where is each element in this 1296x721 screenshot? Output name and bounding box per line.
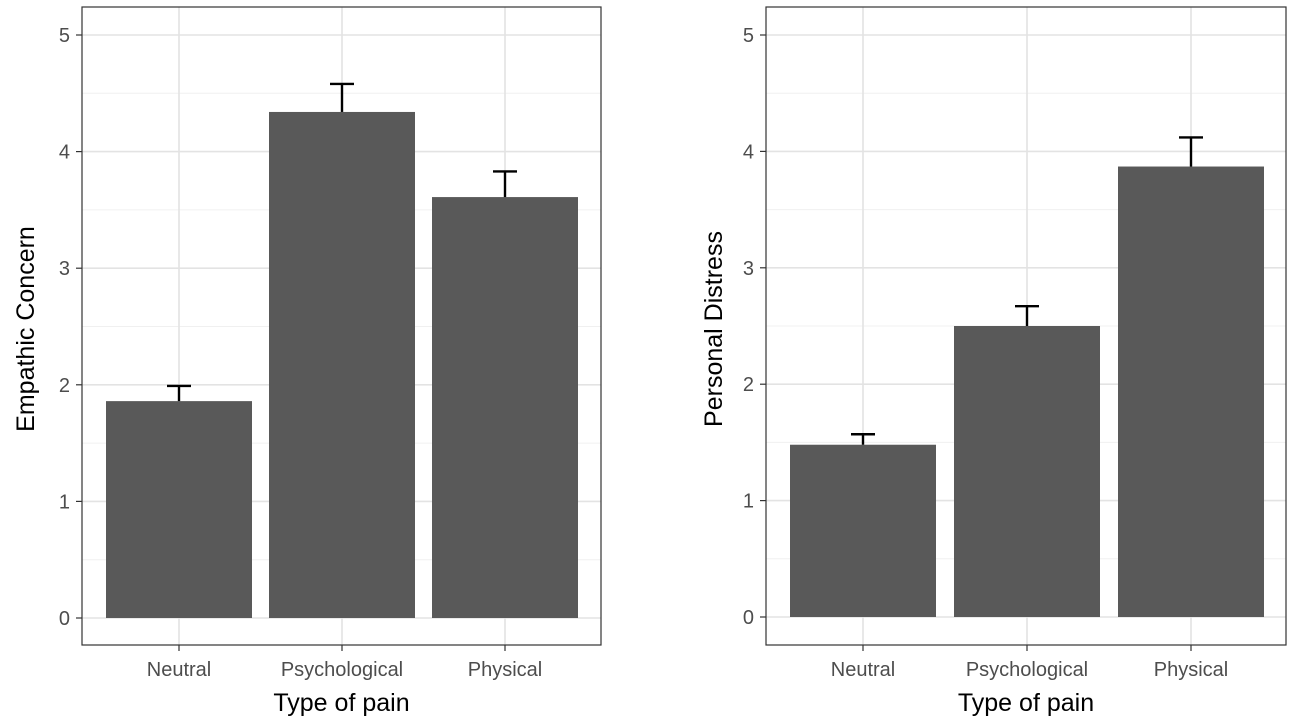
x-tick-label: Physical: [1154, 659, 1228, 681]
y-tick-label: 4: [743, 141, 754, 163]
x-axis-ticks: Neutral Psychological Physical: [831, 645, 1228, 681]
bar-psychological: [269, 111, 415, 619]
bar-psychological: [954, 326, 1100, 617]
panel-border: [765, 6, 1287, 646]
y-axis-title: Empathic Concern: [12, 226, 40, 432]
x-tick-label: Psychological: [966, 659, 1088, 681]
y-tick-label: 5: [743, 25, 754, 47]
y-tick-label: 0: [59, 608, 70, 630]
y-tick-label: 2: [743, 374, 754, 396]
x-tick-label: Physical: [468, 659, 542, 681]
error-bars: [167, 82, 517, 402]
x-tick-label: Psychological: [281, 659, 403, 681]
y-tick-label: 0: [743, 607, 754, 629]
bar-physical: [432, 197, 578, 618]
x-axis-ticks: Neutral Psychological Physical: [147, 645, 542, 681]
bar-physical: [1118, 166, 1264, 618]
y-axis-ticks: 0 1 2 3 4 5: [743, 25, 766, 629]
y-tick-label: 3: [743, 258, 754, 280]
x-tick-label: Neutral: [147, 659, 211, 681]
x-axis-title: Type of pain: [958, 689, 1094, 717]
y-tick-label: 1: [743, 491, 754, 513]
y-axis-title: Personal Distress: [700, 231, 728, 427]
bar-neutral: [106, 401, 252, 618]
y-axis-ticks: 0 1 2 3 4 5: [59, 25, 82, 630]
y-tick-label: 4: [59, 142, 70, 164]
bars: [106, 111, 578, 619]
empathic-concern-chart: 0 1 2 3 4 5 Neutral Psychological Physical Type…: [12, 6, 602, 717]
x-axis-title: Type of pain: [273, 689, 409, 717]
bar-neutral: [790, 444, 936, 617]
personal-distress-chart: 0 1 2 3 4 5 Neutral Psychological Physical Type…: [700, 6, 1287, 717]
y-tick-label: 5: [59, 25, 70, 47]
y-tick-label: 1: [59, 491, 70, 513]
x-tick-label: Neutral: [831, 659, 895, 681]
y-tick-label: 2: [59, 375, 70, 397]
bars: [790, 166, 1264, 618]
y-tick-label: 3: [59, 258, 70, 280]
error-bars: [851, 136, 1203, 445]
